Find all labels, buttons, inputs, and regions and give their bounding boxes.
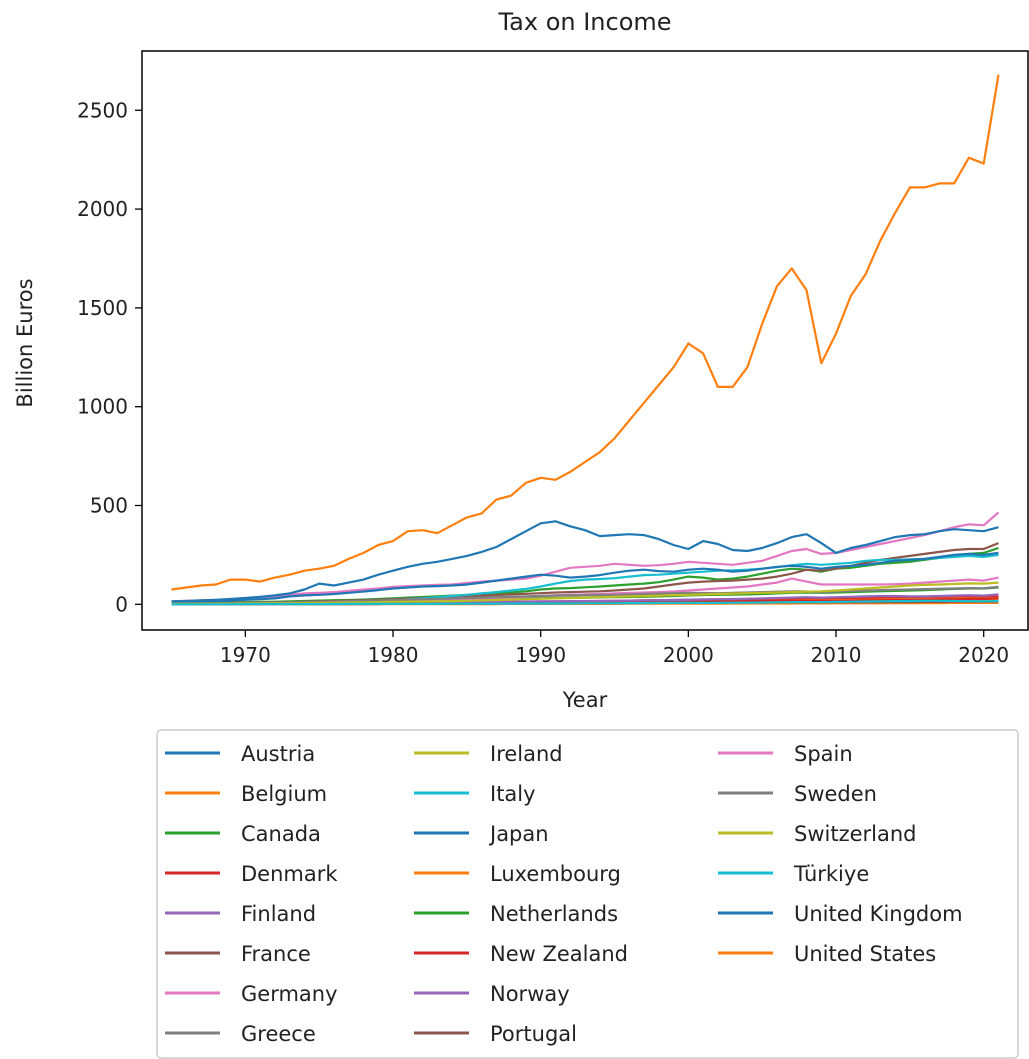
legend-item: Finland <box>165 902 316 926</box>
y-tick-label: 0 <box>115 592 128 616</box>
legend-frame <box>156 729 1019 1059</box>
y-tick-label: 2500 <box>77 98 128 122</box>
legend-label: Luxembourg <box>490 862 621 886</box>
x-tick-label: 1980 <box>368 643 419 667</box>
legend-item: United Kingdom <box>718 902 963 926</box>
y-tick-label: 500 <box>90 494 128 518</box>
legend-label: Austria <box>241 742 315 766</box>
legend-label: New Zealand <box>490 942 628 966</box>
plot-lines <box>171 74 1000 606</box>
y-tick-label: 1500 <box>77 296 128 320</box>
x-tick-label: 2010 <box>811 643 862 667</box>
legend-label: Greece <box>241 1022 316 1046</box>
legend-item: New Zealand <box>414 942 628 966</box>
legend-item: France <box>165 942 311 966</box>
legend-item: Spain <box>718 742 853 766</box>
legend-items: Austria Belgium Canada Denmark Finland France… <box>165 742 963 1046</box>
legend-label: Finland <box>241 902 316 926</box>
legend-label: Japan <box>488 822 549 846</box>
legend-label: Canada <box>241 822 321 846</box>
series-line-t-rkiye <box>171 599 999 606</box>
legend-label: Denmark <box>241 862 338 886</box>
legend-label: Belgium <box>241 782 327 806</box>
x-tick-label: 1990 <box>515 643 566 667</box>
x-tick-label: 2020 <box>958 643 1009 667</box>
legend-item: Japan <box>414 822 549 846</box>
legend-item: Sweden <box>718 782 877 806</box>
legend-item: Canada <box>165 822 321 846</box>
y-axis-label: Billion Euros <box>13 278 37 407</box>
legend-label: United Kingdom <box>794 902 963 926</box>
legend-item: Norway <box>414 982 570 1006</box>
y-tick-label: 2000 <box>77 197 128 221</box>
legend-item: Ireland <box>414 742 563 766</box>
legend-label: Türkiye <box>793 862 869 886</box>
x-tick-label: 2000 <box>663 643 714 667</box>
x-axis-ticks: 1970 1980 1990 2000 2010 2020 <box>220 630 1009 667</box>
legend-item: Belgium <box>165 782 327 806</box>
legend-label: Spain <box>794 742 853 766</box>
legend-item: Luxembourg <box>414 862 621 886</box>
series-line-united-kingdom <box>171 520 999 603</box>
legend-label: Ireland <box>490 742 563 766</box>
legend-label: Norway <box>490 982 570 1006</box>
series-line-united-states <box>171 74 1000 591</box>
legend-item: Germany <box>165 982 338 1006</box>
x-axis-label: Year <box>562 688 608 712</box>
series-line-germany <box>171 511 1000 603</box>
plot-frame <box>141 50 1029 631</box>
legend-item: Portugal <box>414 1022 577 1046</box>
legend-item: Türkiye <box>718 862 869 886</box>
legend-label: United States <box>794 942 936 966</box>
legend-item: Austria <box>165 742 315 766</box>
legend-item: Italy <box>414 782 536 806</box>
legend-label: Netherlands <box>490 902 618 926</box>
y-axis-ticks: 0 500 1000 1500 2000 2500 <box>77 98 142 616</box>
legend: Austria Belgium Canada Denmark Finland France… <box>156 729 1019 1059</box>
legend-item: Switzerland <box>718 822 917 846</box>
x-tick-label: 1970 <box>220 643 271 667</box>
legend-label: Sweden <box>794 782 877 806</box>
legend-label: Italy <box>490 782 536 806</box>
chart-title: Tax on Income <box>497 8 671 36</box>
legend-item: Denmark <box>165 862 338 886</box>
legend-item: Greece <box>165 1022 316 1046</box>
legend-label: Germany <box>241 982 338 1006</box>
series-line-japan <box>171 551 999 604</box>
y-tick-label: 1000 <box>77 395 128 419</box>
legend-label: France <box>241 942 311 966</box>
legend-item: Netherlands <box>414 902 618 926</box>
legend-item: United States <box>718 942 936 966</box>
legend-label: Switzerland <box>794 822 917 846</box>
legend-label: Portugal <box>490 1022 577 1046</box>
